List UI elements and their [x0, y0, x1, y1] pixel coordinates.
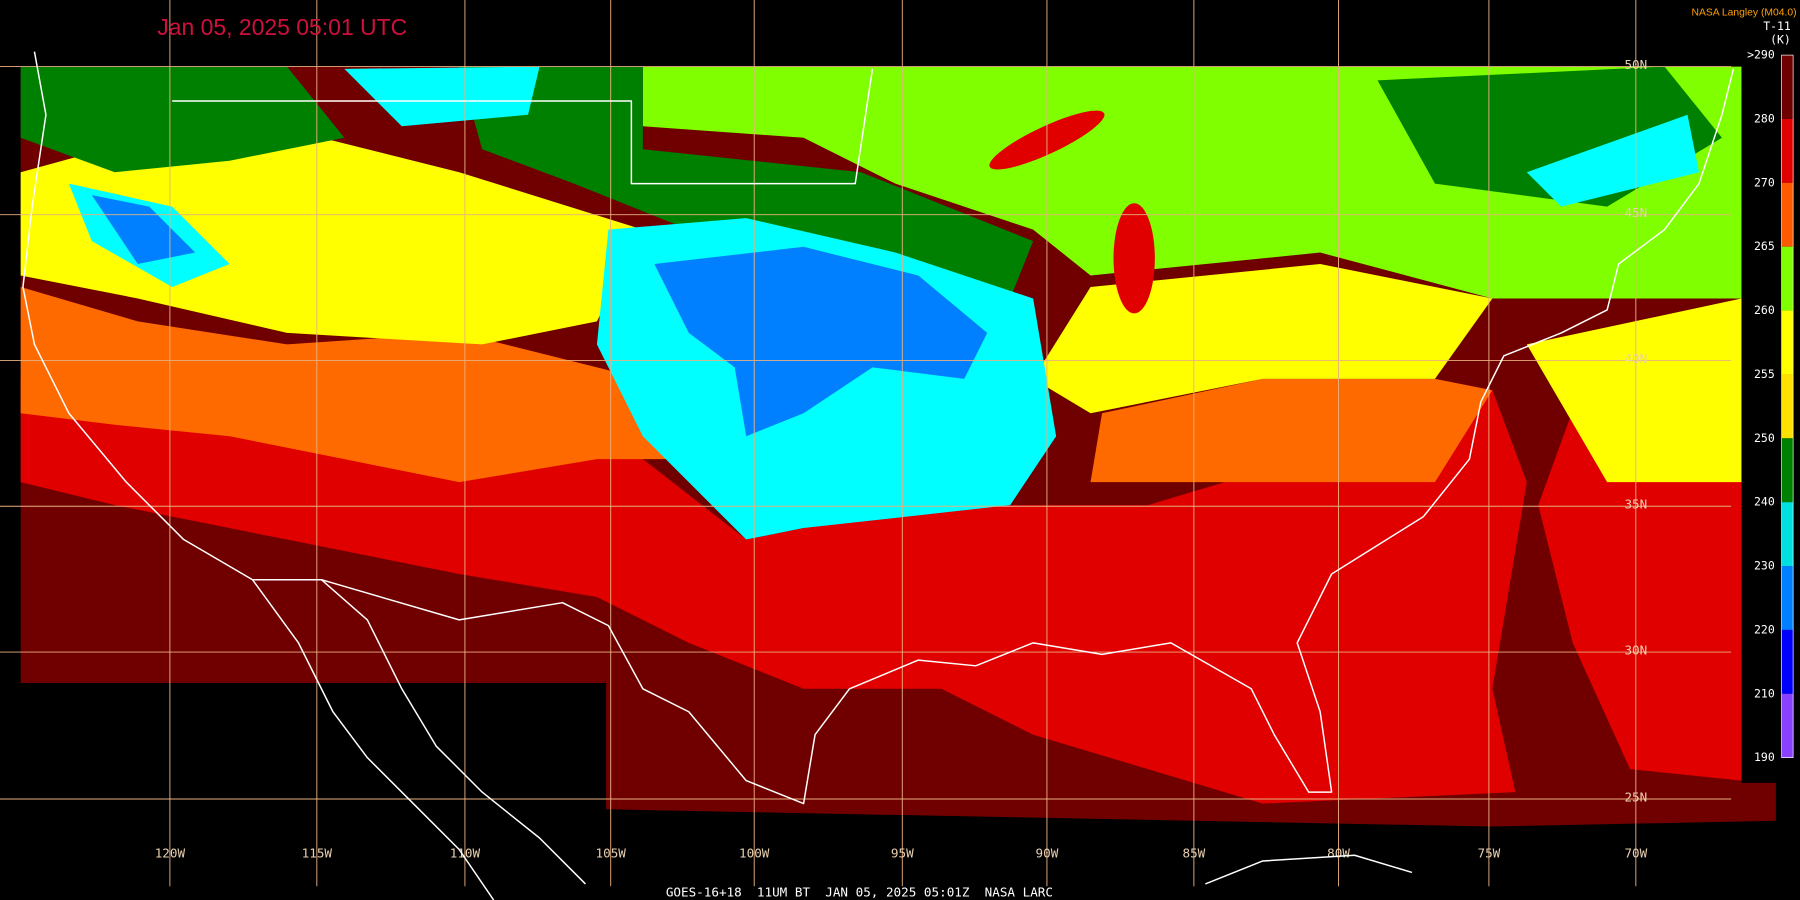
- colorbar-label: 220: [1754, 622, 1775, 636]
- coastline: [22, 51, 1735, 805]
- latitude-label: 35N: [1624, 497, 1647, 512]
- latitude-label: 45N: [1624, 205, 1647, 220]
- longitude-label: 70W: [1624, 846, 1647, 861]
- latitude-label: 30N: [1624, 642, 1647, 657]
- colorbar-frame: [1781, 54, 1794, 758]
- border: [172, 68, 874, 185]
- footer: GOES-16+18 11UM BT JAN 05, 2025 05:01Z N…: [666, 885, 1053, 900]
- colorbar-segment: [1781, 118, 1794, 183]
- colorbar-label: 250: [1754, 431, 1775, 445]
- unit: (K): [1770, 33, 1791, 47]
- imagery: [20, 66, 1776, 827]
- ir-region: [344, 66, 540, 127]
- ir-region: [654, 246, 988, 437]
- colorbar-label: 190: [1754, 750, 1775, 764]
- longitude-label: 100W: [739, 846, 770, 861]
- longitude-label: 120W: [155, 846, 186, 861]
- ir-region: [20, 378, 1527, 804]
- longitude-label: 105W: [596, 846, 627, 861]
- coastline: [1205, 854, 1413, 885]
- colorbar-segment: [1781, 629, 1794, 694]
- colorbar-segment: [1781, 374, 1794, 439]
- longitude-label: 110W: [450, 846, 481, 861]
- coastline: [320, 579, 586, 885]
- ir-region: [1090, 378, 1493, 483]
- colorbar-label: 210: [1754, 686, 1775, 700]
- lake-michigan: [1113, 203, 1155, 314]
- ir-region: [20, 286, 689, 483]
- colorbar: >290 280 270 265 260 255 250 240 230 220 210 190: [1747, 48, 1794, 764]
- colorbar-segment: [1781, 566, 1794, 630]
- latitude-label: 40N: [1624, 351, 1647, 366]
- colorbar-label: 230: [1754, 559, 1775, 573]
- ir-region: [1033, 264, 1493, 414]
- product: T-11: [1763, 19, 1791, 33]
- coastline: [251, 579, 495, 900]
- map-title: Jan 05, 2025 05:01 UTC: [157, 14, 407, 40]
- longitude-label: 85W: [1182, 846, 1205, 861]
- credit: NASA Langley (M04.0): [1691, 7, 1796, 18]
- colorbar-segment: [1781, 310, 1794, 375]
- colorbar-label: 240: [1754, 495, 1775, 509]
- longitude-label: 90W: [1036, 846, 1059, 861]
- latitude-label: 50N: [1624, 57, 1647, 72]
- colorbar-segment: [1781, 438, 1794, 503]
- latitude-label: 25N: [1624, 789, 1647, 804]
- colorbar-label: >290: [1747, 48, 1775, 62]
- colorbar-label: 255: [1754, 367, 1775, 381]
- ir-region: [91, 195, 196, 265]
- colorbar-segment: [1781, 502, 1794, 567]
- colorbar-label: 280: [1754, 111, 1775, 125]
- ir-region: [20, 66, 345, 173]
- graticule: 120W 115W 110W 105W 100W 95W 90W 85W 80W 75W 70W 50…: [0, 0, 1732, 887]
- ir-region: [20, 114, 643, 345]
- colorbar-label: 270: [1754, 175, 1775, 189]
- ir-region: [1526, 114, 1699, 207]
- colorbar-segment: [1781, 55, 1794, 119]
- colorbar-segment: [1781, 182, 1794, 247]
- colorbar-segment: [1781, 693, 1794, 758]
- longitude-label: 75W: [1478, 846, 1501, 861]
- colorbar-label: 265: [1754, 239, 1775, 253]
- colorbar-label: 260: [1754, 303, 1775, 317]
- longitude-label: 95W: [891, 846, 914, 861]
- colorbar-segment: [1781, 246, 1794, 311]
- ir-region: [459, 66, 1034, 299]
- coastlines: [22, 51, 1735, 900]
- longitude-label: 115W: [302, 846, 333, 861]
- longitude-label: 80W: [1327, 846, 1350, 861]
- ir-region: [1526, 298, 1742, 483]
